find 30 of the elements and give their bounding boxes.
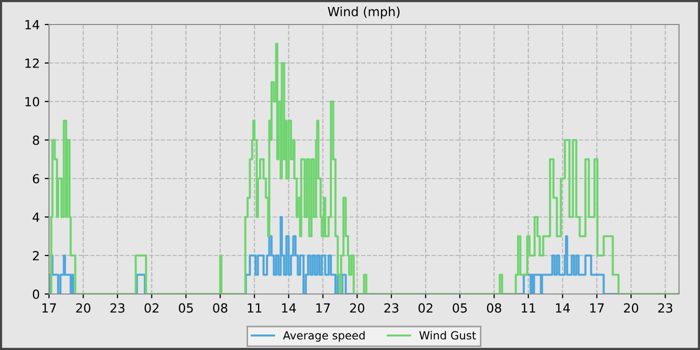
x-tick-label: 17 [42, 303, 56, 313]
y-tick-label: 8 [32, 135, 40, 145]
legend-label: Average speed [282, 330, 365, 342]
x-tick-label: 02 [418, 303, 432, 313]
x-tick-label: 23 [384, 303, 398, 313]
x-tick-label: 02 [144, 303, 158, 313]
chart-title: Wind (mph) [328, 6, 400, 19]
y-tick-label: 6 [32, 174, 40, 184]
x-tick-label: 14 [556, 303, 570, 313]
y-tick-label: 14 [25, 20, 40, 30]
x-tick-label: 11 [522, 303, 536, 313]
x-tick-label: 23 [658, 303, 672, 313]
x-tick-label: 14 [282, 303, 296, 313]
y-tick-label: 0 [32, 289, 40, 299]
x-tick-label: 08 [486, 303, 502, 313]
x-tick-label: 20 [76, 303, 90, 313]
y-tick-label: 2 [32, 250, 39, 260]
x-tick-label: 20 [350, 303, 364, 313]
y-tick-label: 12 [25, 58, 39, 68]
x-tick-label: 11 [248, 303, 262, 313]
x-tick-label: 17 [590, 303, 604, 313]
y-tick-label: 4 [32, 212, 40, 222]
x-tick-label: 05 [178, 303, 193, 313]
x-tick-label: 08 [213, 303, 228, 313]
x-tick-label: 23 [110, 303, 124, 313]
x-tick-label: 05 [452, 303, 467, 313]
x-tick-label: 17 [316, 303, 330, 313]
x-tick-label: 20 [624, 303, 638, 313]
y-tick-label: 10 [25, 96, 40, 106]
legend-label: Wind Gust [419, 330, 476, 340]
